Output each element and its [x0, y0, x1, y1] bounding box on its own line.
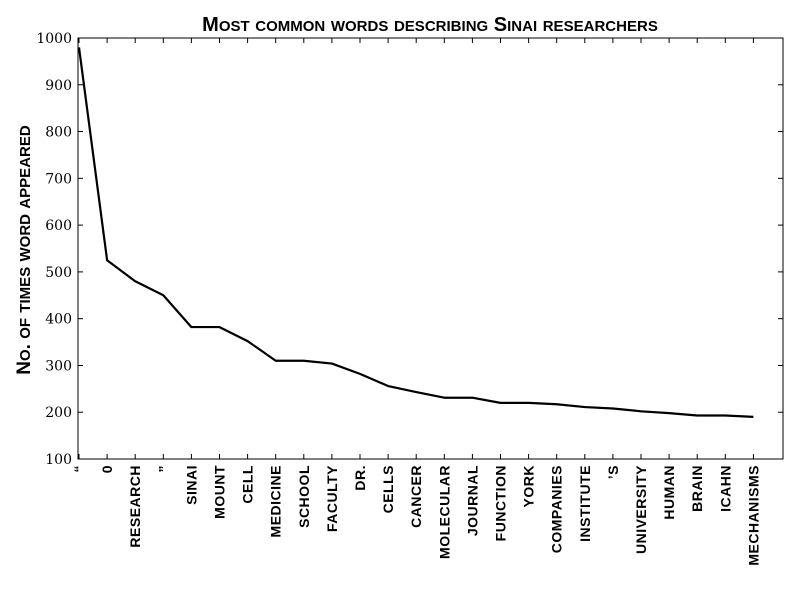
x-tick-label: RESEARCH — [127, 465, 143, 548]
x-tick-label: FUNCTION — [493, 465, 509, 541]
series-line — [77, 47, 754, 418]
y-tick-label: 600 — [45, 218, 72, 234]
x-tick-label: MECHANISMS — [745, 465, 761, 566]
x-tick-label: ” — [155, 465, 171, 473]
x-tick-label: UNIVERSITY — [633, 465, 649, 554]
y-tick-label: 900 — [45, 78, 72, 94]
x-tick-label: ’S — [605, 465, 621, 479]
x-tick-label: JOURNAL — [464, 465, 480, 536]
y-tick-label: 300 — [45, 358, 72, 374]
x-tick-label: INSTITUTE — [577, 465, 593, 542]
x-tick-label: FACULTY — [324, 465, 340, 532]
x-tick-label: DR. — [352, 465, 368, 491]
x-tick-label: CELL — [240, 465, 256, 504]
y-tick-label: 400 — [45, 312, 72, 328]
x-tick-label: COMPANIES — [549, 465, 565, 553]
chart-title: MOST COMMON WORDS DESCRIBING SINAI RESEA… — [202, 14, 658, 36]
x-tick-label: SCHOOL — [296, 465, 312, 528]
x-tick-label: ICAHN — [717, 465, 733, 512]
y-tick-label: 500 — [45, 265, 72, 281]
x-tick-label: “ — [71, 465, 87, 473]
x-axis: “ 0 RESEARCH ” SINAI MOUNT CELL MEDICINE SCHOOL F… — [71, 38, 761, 566]
y-tick-label: 1000 — [36, 31, 72, 47]
plot-frame — [77, 37, 784, 460]
x-tick-label: 0 — [99, 465, 115, 473]
x-tick-label: HUMAN — [661, 465, 677, 520]
x-tick-label: CELLS — [380, 465, 396, 513]
y-axis: 100 200 300 400 500 600 700 800 900 1000 — [36, 31, 783, 468]
x-tick-label: MEDICINE — [268, 465, 284, 537]
y-tick-label: 700 — [45, 171, 72, 187]
x-tick-label: CANCER — [408, 465, 424, 528]
y-tick-label: 100 — [45, 452, 72, 468]
x-tick-label: BRAIN — [689, 465, 705, 512]
y-tick-label: 200 — [45, 405, 72, 421]
y-axis-label: NO. OF TIMES WORD APPEARED — [14, 125, 35, 375]
x-tick-label: YORK — [521, 465, 537, 507]
x-tick-label: SINAI — [183, 465, 199, 505]
x-tick-label: MOUNT — [212, 465, 228, 519]
x-tick-label: MOLECULAR — [436, 465, 452, 559]
plot-series — [77, 47, 754, 418]
y-tick-label: 800 — [45, 125, 72, 141]
